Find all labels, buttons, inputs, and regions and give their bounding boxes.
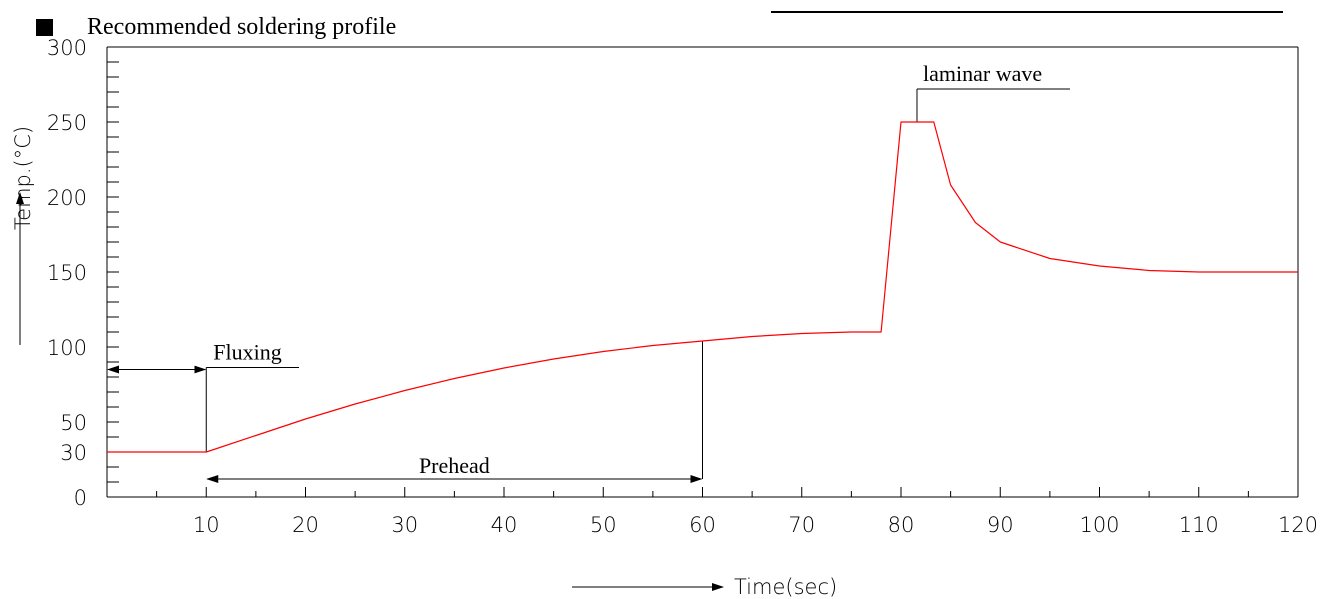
y-tick-label: 250	[47, 111, 87, 135]
black-square-icon	[36, 18, 53, 36]
x-tick-label: 50	[590, 513, 617, 537]
x-tick-label: 40	[491, 513, 518, 537]
x-tick-label: 20	[292, 513, 319, 537]
chart-ticks	[107, 61, 1249, 497]
x-tick-label: 10	[193, 513, 220, 537]
prehead-label: Prehead	[419, 453, 490, 478]
x-tick-label: 120	[1278, 513, 1318, 537]
chart-title-text: Recommended soldering profile	[87, 13, 397, 40]
y-tick-label: 150	[47, 261, 87, 285]
x-tick-label: 100	[1079, 513, 1119, 537]
y-tick-label: 200	[47, 186, 87, 210]
header-rule	[771, 11, 1283, 13]
chart-tick-labels: 0 30 50 100 150 200 250 300 10 20 30 40 50 60 70 80 90 10…	[47, 36, 1318, 537]
y-tick-label: 50	[60, 411, 87, 435]
y-axis-label: Temp.(°C)	[11, 126, 35, 230]
x-tick-label: 30	[391, 513, 418, 537]
x-axis-label: Time(sec)	[734, 575, 837, 599]
chart-annotations: Fluxing Prehead laminar wave	[107, 61, 1070, 483]
chart-title: Recommended soldering profile	[36, 12, 396, 42]
temperature-profile-line	[107, 121, 1298, 453]
y-tick-label: 300	[47, 36, 87, 60]
y-tick-label: 30	[60, 441, 87, 465]
x-tick-label: 90	[987, 513, 1014, 537]
laminar-wave-label: laminar wave	[923, 61, 1042, 86]
y-tick-label: 0	[74, 486, 87, 510]
x-tick-label: 60	[689, 513, 716, 537]
fluxing-label: Fluxing	[213, 340, 281, 365]
chart-axis-labels: Temp.(°C) Time(sec)	[11, 126, 837, 599]
x-tick-label: 70	[788, 513, 815, 537]
chart-series	[107, 121, 1298, 453]
x-tick-label: 110	[1179, 513, 1219, 537]
y-tick-label: 100	[47, 336, 87, 360]
x-tick-label: 80	[888, 513, 915, 537]
